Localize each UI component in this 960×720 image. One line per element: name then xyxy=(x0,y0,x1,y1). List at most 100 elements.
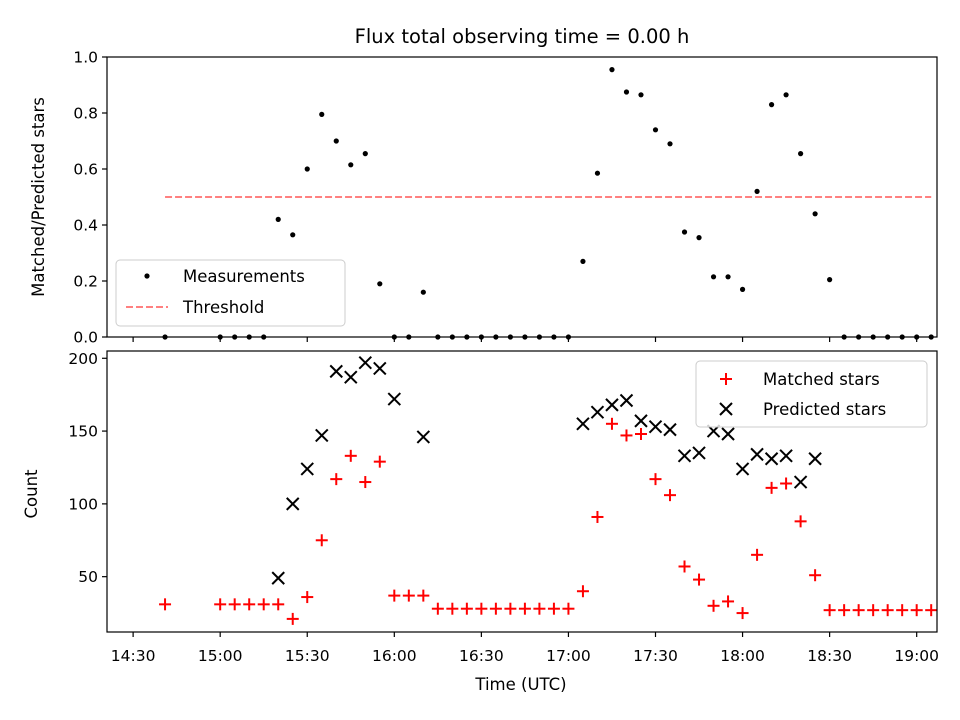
measurement-point xyxy=(594,170,601,176)
predicted-star-point xyxy=(721,427,735,441)
matched-star-point xyxy=(867,604,880,617)
matched-star-point xyxy=(431,602,444,615)
predicted-star-point xyxy=(576,417,590,431)
matched-star-point xyxy=(634,427,647,440)
xtick-label: 18:00 xyxy=(720,647,765,665)
measurement-point xyxy=(667,141,673,147)
matched-star-point xyxy=(925,604,938,617)
measurement-point xyxy=(638,92,644,98)
legend-measurements-marker xyxy=(144,273,150,279)
measurement-point xyxy=(710,274,717,280)
bottom-axes-frame xyxy=(106,350,938,633)
predicted-star-point xyxy=(764,452,779,466)
matched-star-point xyxy=(460,602,473,615)
xtick-label: 18:30 xyxy=(807,647,852,665)
measurement-point xyxy=(319,111,325,117)
matched-star-point xyxy=(649,473,662,486)
matched-star-point xyxy=(359,476,372,489)
matched-star-point xyxy=(780,477,793,490)
xtick-label: 15:30 xyxy=(285,647,330,665)
matched-star-point xyxy=(591,510,604,523)
xtick-label: 14:30 xyxy=(111,647,156,665)
matched-star-point xyxy=(751,548,764,561)
matched-star-point xyxy=(373,455,386,468)
legend-threshold-label: Threshold xyxy=(182,298,264,317)
predicted-star-point xyxy=(315,428,329,443)
matched-star-point xyxy=(315,534,328,547)
matched-star-point xyxy=(736,607,749,620)
matched-star-point xyxy=(852,604,865,617)
matched-star-point xyxy=(286,612,299,625)
matched-star-point xyxy=(664,489,677,502)
matched-star-point xyxy=(620,429,633,442)
xtick-label: 17:30 xyxy=(633,647,678,665)
matched-star-point xyxy=(417,589,430,602)
matched-star-point xyxy=(388,589,401,602)
predicted-star-point xyxy=(286,497,300,511)
matched-star-point xyxy=(562,602,575,615)
legend-measurements-label: Measurements xyxy=(183,267,305,286)
measurement-point xyxy=(609,67,615,73)
matched-star-point xyxy=(504,602,517,615)
measurement-point xyxy=(580,258,586,264)
measurement-point xyxy=(304,166,310,172)
bottom-ytick-label: 50 xyxy=(78,568,98,586)
measurement-point xyxy=(739,286,746,292)
legend-predicted-marker xyxy=(719,402,733,416)
x-axis-label: Time (UTC) xyxy=(474,675,566,694)
predicted-star-point xyxy=(619,393,634,408)
measurement-point xyxy=(696,235,702,241)
predicted-star-point xyxy=(793,475,808,489)
measurement-point xyxy=(420,289,426,295)
matched-star-point xyxy=(489,602,502,615)
matched-star-point xyxy=(881,604,894,617)
predicted-star-point xyxy=(750,447,764,462)
top-ytick-label: 1.0 xyxy=(73,49,98,67)
bottom-panel: 50 100 150 200 14:30 15:00 15:30 16:00 16:30 17:… xyxy=(22,350,939,694)
matched-star-point xyxy=(707,599,720,612)
matched-star-point xyxy=(446,602,459,615)
chart-title: Flux total observing time = 0.00 h xyxy=(355,25,690,48)
top-ytick-label: 0.6 xyxy=(73,161,98,179)
matched-star-point xyxy=(722,595,735,608)
measurement-point xyxy=(275,216,281,222)
matched-star-point xyxy=(678,560,691,573)
matched-star-point xyxy=(838,604,851,617)
matched-star-point xyxy=(533,602,546,615)
matched-star-point xyxy=(765,481,778,494)
predicted-star-point xyxy=(808,452,822,466)
legend-matched-label: Matched stars xyxy=(763,370,880,389)
top-ylabel: Matched/Predicted stars xyxy=(29,97,48,297)
matched-star-point xyxy=(228,598,241,611)
matched-star-point xyxy=(257,598,270,611)
predicted-star-point xyxy=(692,446,706,460)
xtick-label: 19:00 xyxy=(894,647,939,665)
xtick-label: 16:00 xyxy=(372,647,417,665)
matched-star-point xyxy=(330,473,343,486)
bottom-ytick-label: 150 xyxy=(68,423,98,441)
predicted-star-point xyxy=(329,364,343,379)
xtick-label: 16:30 xyxy=(459,647,504,665)
top-axes-frame xyxy=(106,56,938,338)
top-ytick-label: 0.8 xyxy=(73,105,98,123)
measurement-point xyxy=(725,274,731,280)
matched-star-point xyxy=(576,585,589,598)
matched-star-point xyxy=(272,598,285,611)
xtick-label: 17:00 xyxy=(546,647,591,665)
top-ytick-label: 0.0 xyxy=(73,329,98,347)
measurement-point xyxy=(681,229,688,235)
predicted-star-point xyxy=(605,398,619,412)
matched-star-point xyxy=(794,515,807,528)
measurement-point xyxy=(754,188,760,194)
matched-star-point xyxy=(344,449,357,462)
bottom-ylabel: Count xyxy=(22,469,41,519)
predicted-star-point xyxy=(300,462,314,476)
matched-star-point xyxy=(518,602,531,615)
measurement-point xyxy=(812,211,818,217)
matched-star-point xyxy=(693,573,706,586)
matched-star-point xyxy=(402,589,415,602)
predicted-star-point xyxy=(416,430,431,444)
predicted-star-point xyxy=(648,420,663,434)
bottom-ytick-label: 100 xyxy=(68,495,98,513)
